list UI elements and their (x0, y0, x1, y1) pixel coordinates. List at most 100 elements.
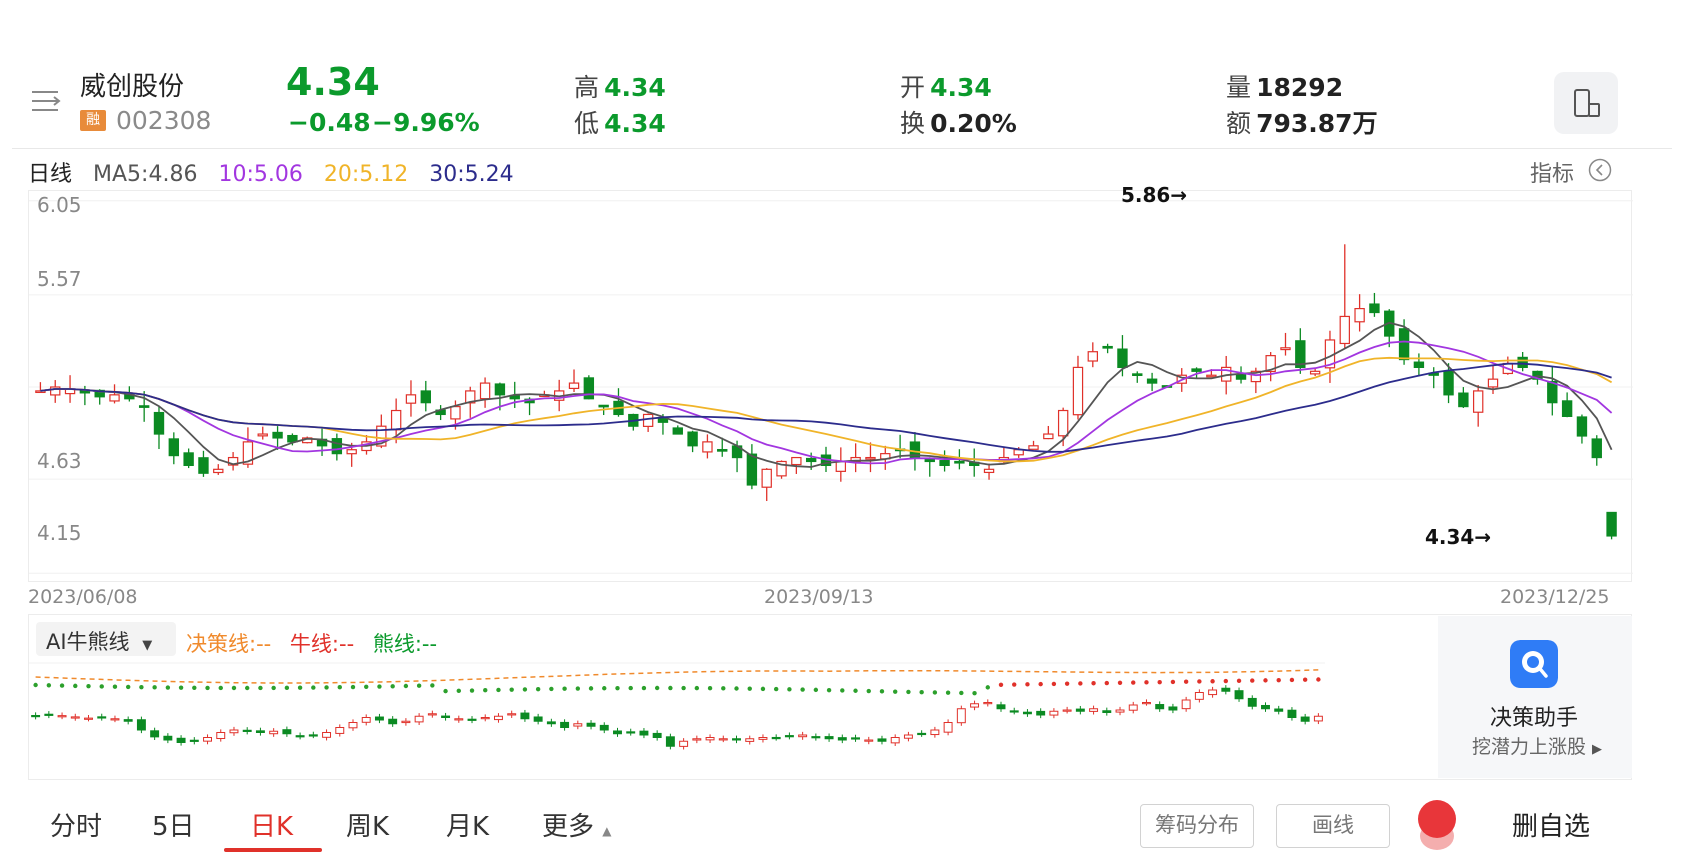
ma-legend: 日线 MA5:4.86 10:5.06 20:5.12 30:5.24 (28, 156, 528, 187)
bear-dot (59, 683, 65, 688)
candle-down (746, 453, 758, 486)
open-label: 开 (900, 73, 926, 102)
bull-dot (1078, 681, 1083, 686)
tab-weekly-k[interactable]: 周K (346, 812, 390, 842)
tab-daily-k[interactable]: 日K (250, 812, 294, 842)
menu-icon[interactable] (28, 84, 66, 118)
y-tick-label: 6.05 (37, 193, 82, 217)
bear-dot (945, 690, 951, 695)
indicator-dropdown[interactable]: AI牛熊线 ▼ (36, 622, 176, 656)
volume-label: 量 (1226, 73, 1252, 102)
turnover-label: 换 (900, 109, 926, 138)
candle-up (1028, 445, 1039, 450)
bull-dot (1051, 681, 1057, 687)
bear-dot (231, 685, 237, 691)
draw-line-button[interactable]: 画线 (1276, 804, 1390, 848)
mini-candle-up (322, 732, 332, 738)
low-label: 低 (574, 109, 600, 138)
bull-dot (1316, 677, 1321, 682)
candle-up (761, 468, 772, 488)
period-label[interactable]: 日线 (28, 162, 73, 187)
bear-dot (311, 685, 316, 690)
candle-up (109, 394, 120, 402)
mini-candle-up (70, 716, 80, 719)
bear-dot (112, 684, 118, 689)
mini-candle-down (189, 739, 199, 742)
mini-candle-up (943, 722, 953, 733)
mini-candle-down (560, 721, 570, 728)
candle-up (1472, 390, 1484, 413)
mini-candle-up (57, 715, 67, 718)
mini-candle-up (864, 739, 874, 742)
mini-candle-down (533, 716, 543, 722)
bull-dot (1064, 681, 1070, 686)
mini-candle-up (335, 727, 345, 734)
candle-up (257, 433, 268, 437)
tab-monthly-k[interactable]: 月K (446, 812, 490, 842)
mini-candle-up (427, 713, 437, 716)
mini-candle-down (1247, 697, 1257, 707)
remove-favorite-button[interactable]: 删自选 (1512, 812, 1591, 842)
mini-candle-down (374, 716, 384, 721)
mini-candle-down (877, 738, 887, 742)
candle-up (1339, 315, 1350, 345)
bull-dot (1025, 682, 1030, 687)
margin-badge: 融 (80, 110, 106, 131)
mini-candle-down (824, 736, 834, 740)
amount-value: 793.87万 (1256, 109, 1378, 138)
bear-dot (496, 687, 501, 693)
candle-up (642, 413, 654, 427)
mini-candle-down (1022, 711, 1032, 715)
mini-candle-down (136, 719, 146, 731)
landscape-button[interactable] (1554, 72, 1618, 134)
record-dot-icon[interactable] (1418, 800, 1456, 838)
bear-dot (99, 684, 104, 689)
mini-candle-up (269, 730, 279, 735)
candlestick-chart[interactable]: 6.05 5.57 4.63 4.15 5.86→ 4.34→ (28, 183, 1633, 582)
candle-up (1487, 378, 1499, 388)
bear-dot (628, 685, 633, 691)
bear-dot (707, 686, 713, 691)
candle-down (1295, 340, 1306, 368)
bear-dot (893, 689, 898, 694)
bear-dot (152, 685, 157, 690)
bull-dot (1012, 682, 1017, 687)
mini-candle-up (1062, 709, 1072, 712)
candle-up (376, 425, 387, 447)
min-price-annotation: 4.34→ (1425, 525, 1492, 549)
ma20-value: 20:5.12 (323, 162, 409, 187)
tab-minute[interactable]: 分时 (50, 812, 103, 842)
bull-dot (1250, 678, 1255, 683)
tab-5day[interactable]: 5日 (152, 812, 195, 842)
bear-dot (985, 685, 990, 690)
bull-dot (1289, 677, 1295, 683)
mini-candle-up (903, 734, 913, 739)
bear-dot (456, 688, 461, 694)
bull-dot (1223, 678, 1229, 684)
indicator-button[interactable]: 指标 (1530, 162, 1575, 187)
bear-dot (747, 686, 752, 691)
bear-dot (906, 689, 911, 695)
decision-line-value: 决策线:-- (186, 632, 272, 656)
mini-candle-down (1036, 710, 1046, 716)
candle-down (954, 460, 965, 464)
high-stat: 高 4.34 (574, 68, 666, 104)
x-tick-label: 2023/06/08 (28, 586, 138, 608)
candle-down (939, 460, 950, 466)
indicator-dropdown-label: AI牛熊线 (46, 630, 130, 654)
assistant-subtitle-text: 挖潜力上涨股 (1471, 736, 1586, 758)
chip-distribution-button[interactable]: 筹码分布 (1140, 804, 1254, 848)
bull-dot (1091, 681, 1096, 686)
candle-down (1517, 356, 1528, 368)
volume-stat: 量 18292 (1226, 68, 1343, 104)
bear-dot (483, 688, 488, 693)
tab-more[interactable]: 更多 ▲ (542, 806, 612, 843)
candle-down (1591, 438, 1602, 459)
bear-line-value: 熊线:-- (372, 632, 438, 656)
mini-candle-up (480, 717, 490, 720)
turnover-stat: 换 0.20% (900, 104, 1017, 140)
mini-candle-down (811, 736, 821, 739)
candle-up (1309, 370, 1321, 375)
chevron-left-icon[interactable] (1588, 158, 1612, 182)
bear-dot (522, 687, 528, 692)
